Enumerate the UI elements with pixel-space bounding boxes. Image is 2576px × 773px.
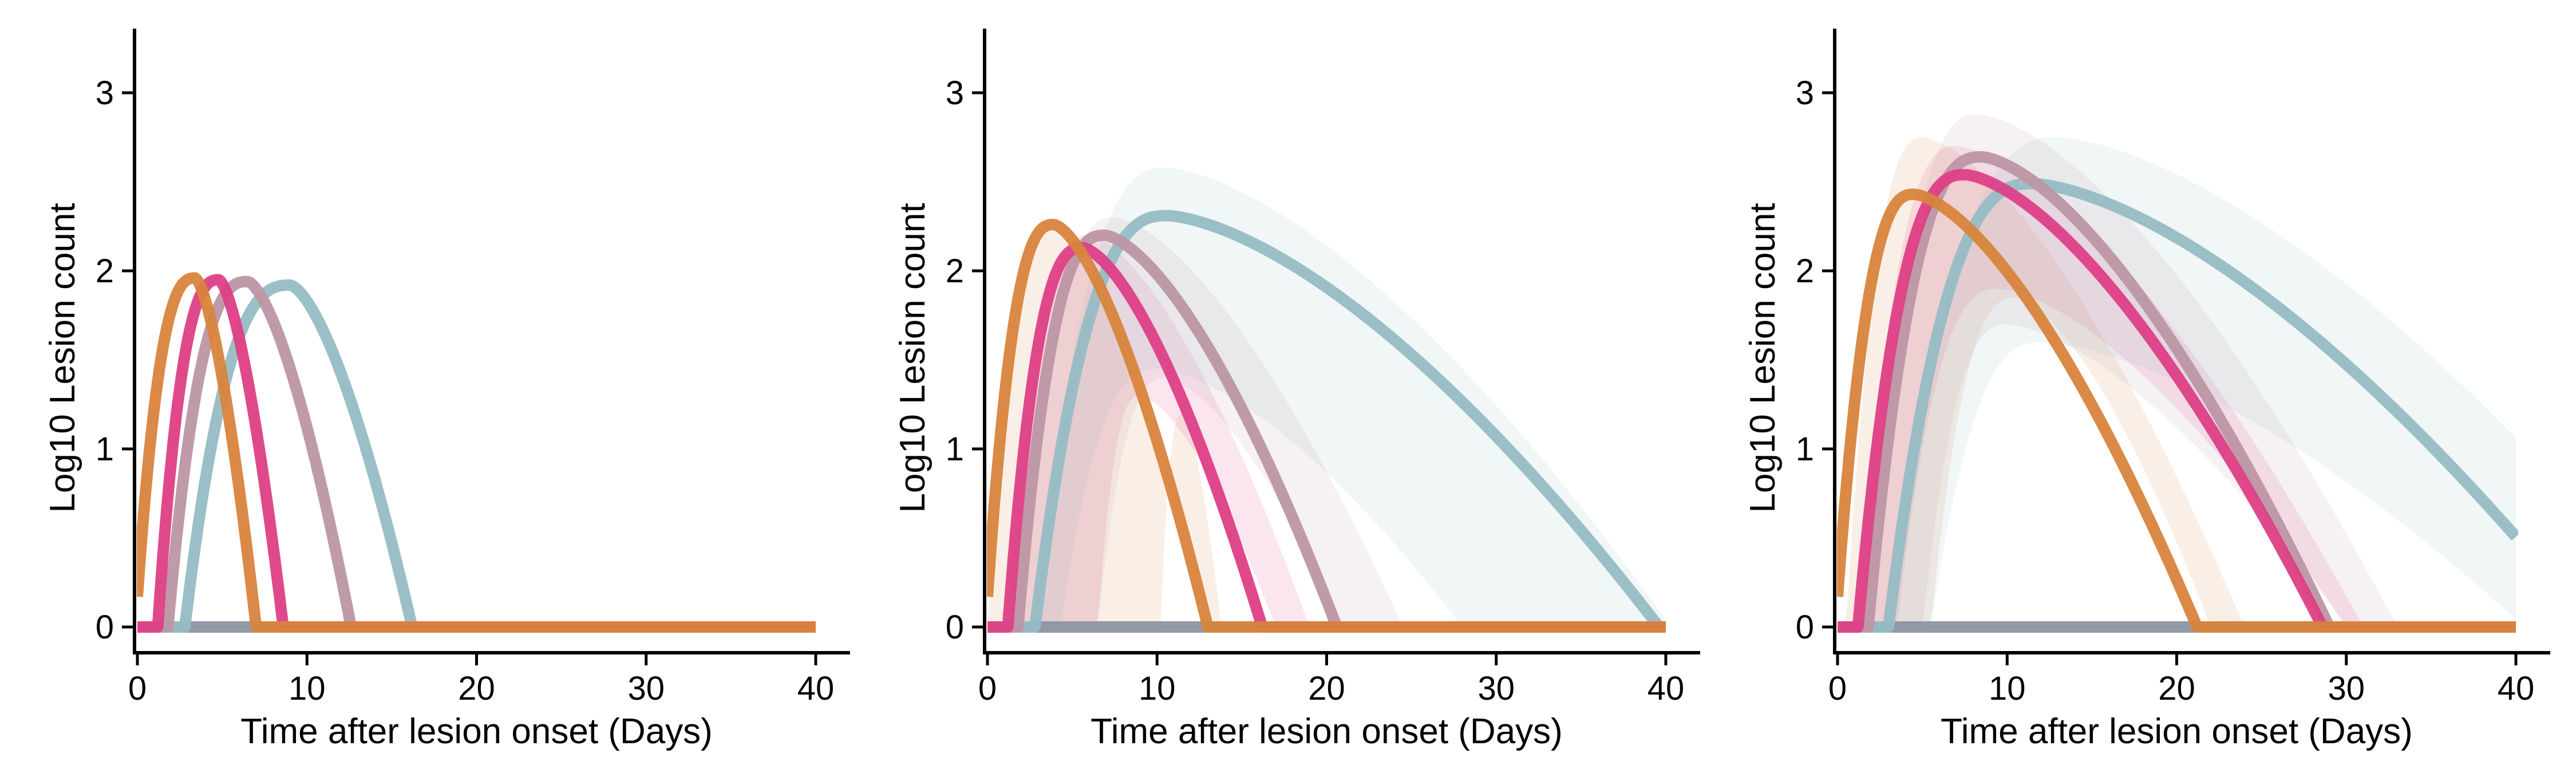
x-tick-label: 30 xyxy=(2328,670,2365,707)
y-tick-label: 3 xyxy=(1796,74,1814,112)
y-tick-label: 0 xyxy=(946,609,964,646)
y-tick-label: 1 xyxy=(1796,431,1814,468)
x-tick-label: 30 xyxy=(1477,670,1515,707)
x-tick-label: 0 xyxy=(978,670,997,707)
series-1-band xyxy=(1838,137,2516,628)
y-tick-label: 0 xyxy=(1796,609,1814,646)
x-tick-label: 0 xyxy=(128,670,147,707)
x-tick-label: 10 xyxy=(1139,670,1176,707)
y-tick-label: 1 xyxy=(946,431,964,468)
series-1-line xyxy=(1837,188,2518,633)
x-tick-label: 10 xyxy=(289,670,326,707)
series-1-line xyxy=(987,219,1668,633)
x-axis-title: Time after lesion onset (Days) xyxy=(1941,712,2413,751)
y-tick-label: 3 xyxy=(96,74,114,112)
y-tick-label: 2 xyxy=(946,253,964,290)
plot-area xyxy=(987,167,1668,633)
y-axis-title: Log10 Lesion count xyxy=(1743,203,1783,512)
y-tick-label: 2 xyxy=(96,253,114,290)
x-tick-label: 10 xyxy=(1989,670,2026,707)
y-tick-label: 3 xyxy=(946,74,964,112)
series-4-line xyxy=(1837,178,2518,633)
y-tick-label: 1 xyxy=(96,431,114,468)
plot-area xyxy=(137,272,818,633)
x-tick-label: 30 xyxy=(627,670,665,707)
plot-area xyxy=(1837,114,2518,633)
x-tick-label: 20 xyxy=(1308,670,1345,707)
x-axis-title: Time after lesion onset (Days) xyxy=(240,712,713,751)
x-tick-label: 40 xyxy=(1647,670,1685,707)
x-tick-label: 20 xyxy=(2158,670,2195,707)
y-tick-label: 0 xyxy=(96,609,114,646)
x-tick-label: 0 xyxy=(1828,670,1847,707)
x-tick-label: 40 xyxy=(2498,670,2535,707)
x-tick-label: 20 xyxy=(458,670,495,707)
y-axis-title: Log10 Lesion count xyxy=(43,203,82,512)
y-tick-label: 2 xyxy=(1796,253,1814,290)
series-3-band xyxy=(987,217,1666,627)
series-1-line xyxy=(137,272,818,633)
series-1-band xyxy=(987,224,1666,627)
y-axis-title: Log10 Lesion count xyxy=(893,203,933,512)
series-4-band xyxy=(1838,137,2516,628)
x-tick-label: 40 xyxy=(797,670,835,707)
x-axis-title: Time after lesion onset (Days) xyxy=(1091,712,1563,751)
